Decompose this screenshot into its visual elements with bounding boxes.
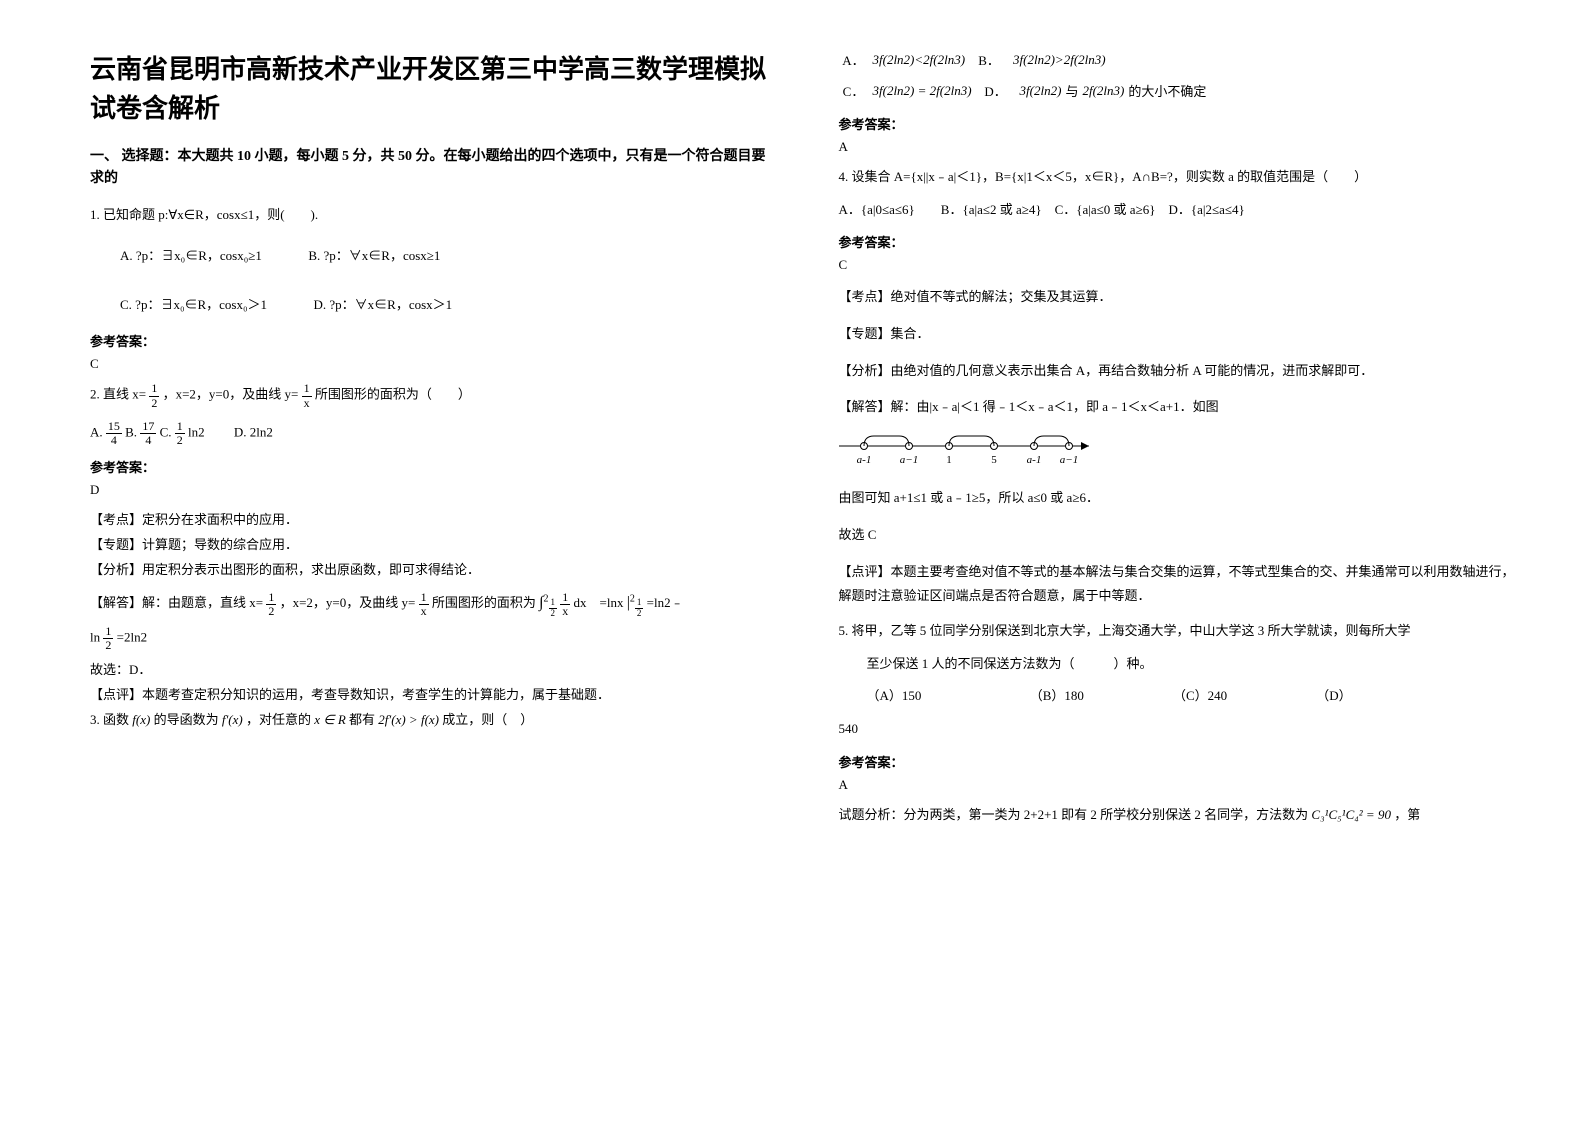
q2-tag1: 【考点】定积分在求面积中的应用．: [90, 508, 779, 533]
svg-text:a-1: a-1: [856, 454, 871, 466]
q5-stem2: 至少保送 1 人的不同保送方法数为（ ）种。: [839, 652, 1528, 677]
q2-ans-label: 参考答案：: [90, 457, 779, 476]
q4-tag3: 【分析】由绝对值的几何意义表示出集合 A，再结合数轴分析 A 可能的情况，进而求…: [839, 359, 1528, 384]
q3-ans: A: [839, 139, 1528, 155]
q1-opts-row1: A. ?p：∃x₀∈R，cosx₀≥1 B. ?p：∀x∈R，cosx≥1: [120, 245, 779, 264]
q1-optD: D. ?p：∀x∈R，cosx＞1: [314, 297, 453, 312]
q5-ans-label: 参考答案：: [839, 752, 1528, 771]
svg-text:a−1: a−1: [899, 454, 917, 466]
q4-tag4: 【点评】本题主要考查绝对值不等式的基本解法与集合交集的运算，不等式型集合的交、并…: [839, 560, 1528, 609]
q4-sol3: 故选 C: [839, 523, 1528, 548]
svg-text:1: 1: [946, 454, 952, 466]
q5-analysis: 试题分析：分为两类，第一类为 2+2+1 即有 2 所学校分别保送 2 名同学，…: [839, 803, 1528, 828]
q4-stem: 4. 设集合 A={x||x﹣a|＜1}，B={x|1＜x＜5，x∈R}，A∩B…: [839, 165, 1528, 190]
q1-optB: B. ?p：∀x∈R，cosx≥1: [308, 248, 440, 263]
q3-opts-row2: C． 3f(2ln2) = 2f(2ln3) D． 3f(2ln2) 与 2f(…: [839, 81, 1528, 100]
q2-tag2: 【专题】计算题；导数的综合应用．: [90, 533, 779, 558]
number-line-diagram: a-1 a−1 1 5 a-1 a−1: [839, 428, 1528, 478]
q2-final: 故选：D．: [90, 658, 779, 683]
q3-ans-label: 参考答案：: [839, 114, 1528, 133]
doc-title: 云南省昆明市高新技术产业开发区第三中学高三数学理模拟试卷含解析: [90, 50, 779, 128]
svg-text:a-1: a-1: [1026, 454, 1041, 466]
svg-text:a−1: a−1: [1059, 454, 1077, 466]
q4-tag2: 【专题】集合．: [839, 322, 1528, 347]
q3-stem: 3. 函数 f(x) 的导函数为 f′(x) ，对任意的 x ∈ R 都有 2f…: [90, 708, 779, 733]
q2-solution-cont: ln 12 =2ln2: [90, 625, 779, 652]
q1-optC: C. ?p：∃x₀∈R，cosx₀＞1: [120, 297, 267, 312]
q2-solution: 【解答】解：由题意，直线 x= 12 ，x=2，y=0，及曲线 y= 1x 所围…: [90, 588, 779, 619]
q4-sol2: 由图可知 a+1≤1 或 a﹣1≥5，所以 a≤0 或 a≥6．: [839, 486, 1528, 511]
q3-opts-row1: A． 3f(2ln2)<2f(2ln3) B． 3f(2ln2)>2f(2ln3…: [839, 50, 1528, 69]
q4-ans-label: 参考答案：: [839, 232, 1528, 251]
q4-sol1: 【解答】解：由|x﹣a|＜1 得﹣1＜x﹣a＜1，即 a﹣1＜x＜a+1．如图: [839, 395, 1528, 420]
svg-text:5: 5: [991, 454, 997, 466]
q4-tag1: 【考点】绝对值不等式的解法；交集及其运算．: [839, 285, 1528, 310]
q4-ans: C: [839, 257, 1528, 273]
q2-ans: D: [90, 482, 779, 498]
q5-opts: （A）150 （B）180 （C）240 （D）: [839, 684, 1528, 709]
q1-stem: 1. 已知命题 p:∀x∈R，cosx≤1，则( ).: [90, 203, 779, 228]
q1-optA: A. ?p：∃x₀∈R，cosx₀≥1: [120, 248, 262, 263]
q5-ans: A: [839, 777, 1528, 793]
q2-stem: 2. 直线 x= 12 ，x=2，y=0，及曲线 y= 1x 所围图形的面积为（…: [90, 382, 779, 409]
q1-ans-label: 参考答案：: [90, 331, 779, 350]
q2-opts: A. 154 B. 174 C. 12 ln2 D. 2ln2: [90, 420, 779, 447]
q2-tag4: 【点评】本题考查定积分知识的运用，考查导数知识，考查学生的计算能力，属于基础题．: [90, 683, 779, 708]
q1-ans: C: [90, 356, 779, 372]
q4-opts: A．{a|0≤a≤6} B．{a|a≤2 或 a≥4} C．{a|a≤0 或 a…: [839, 198, 1528, 223]
q5-stem1: 5. 将甲，乙等 5 位同学分别保送到北京大学，上海交通大学，中山大学这 3 所…: [839, 619, 1528, 644]
q1-opts-row2: C. ?p：∃x₀∈R，cosx₀＞1 D. ?p：∀x∈R，cosx＞1: [120, 294, 779, 313]
section-heading: 一、 选择题：本大题共 10 小题，每小题 5 分，共 50 分。在每小题给出的…: [90, 146, 779, 191]
q2-tag3: 【分析】用定积分表示出图形的面积，求出原函数，即可求得结论．: [90, 558, 779, 583]
q5-opt540: 540: [839, 717, 1528, 742]
